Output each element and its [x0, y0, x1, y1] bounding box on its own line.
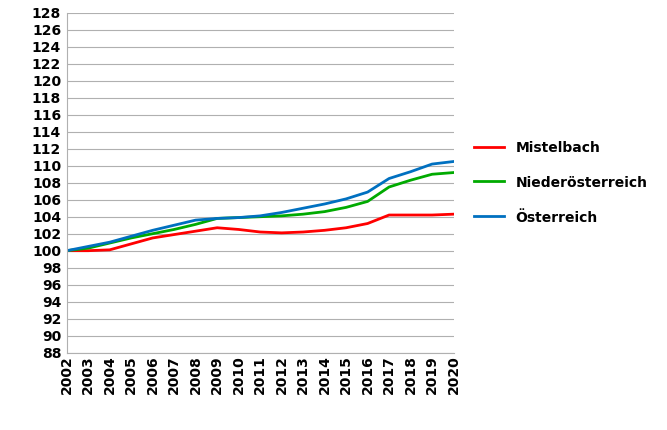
Line: Österreich: Österreich — [67, 162, 454, 251]
Mistelbach — [170, 232, 178, 237]
Mistelbach — [235, 227, 243, 232]
Österreich — [191, 218, 199, 223]
Niederösterreich — [170, 227, 178, 232]
Niederösterreich — [299, 212, 307, 217]
Mistelbach — [256, 230, 264, 235]
Niederösterreich — [364, 199, 372, 204]
Niederösterreich — [63, 248, 71, 253]
Mistelbach — [63, 248, 71, 253]
Österreich — [256, 213, 264, 218]
Mistelbach — [127, 241, 135, 246]
Österreich — [170, 223, 178, 228]
Line: Niederösterreich: Niederösterreich — [67, 172, 454, 251]
Mistelbach — [213, 225, 221, 230]
Niederösterreich — [235, 215, 243, 220]
Österreich — [149, 228, 157, 233]
Österreich — [213, 216, 221, 221]
Österreich — [364, 190, 372, 195]
Niederösterreich — [213, 216, 221, 221]
Niederösterreich — [191, 222, 199, 227]
Niederösterreich — [385, 184, 393, 190]
Mistelbach — [385, 212, 393, 218]
Österreich — [127, 233, 135, 239]
Mistelbach — [277, 230, 285, 236]
Österreich — [342, 197, 350, 202]
Niederösterreich — [127, 235, 135, 240]
Mistelbach — [407, 212, 415, 218]
Niederösterreich — [105, 240, 113, 246]
Mistelbach — [321, 228, 329, 233]
Mistelbach — [299, 230, 307, 235]
Niederösterreich — [450, 170, 458, 175]
Niederösterreich — [342, 205, 350, 210]
Niederösterreich — [149, 231, 157, 236]
Niederösterreich — [277, 213, 285, 218]
Mistelbach — [84, 248, 92, 253]
Österreich — [428, 162, 436, 167]
Österreich — [84, 244, 92, 249]
Österreich — [450, 159, 458, 164]
Legend: Mistelbach, Niederösterreich, Österreich: Mistelbach, Niederösterreich, Österreich — [468, 135, 653, 230]
Österreich — [63, 248, 71, 253]
Niederösterreich — [321, 209, 329, 214]
Mistelbach — [149, 235, 157, 240]
Österreich — [277, 210, 285, 215]
Niederösterreich — [84, 246, 92, 251]
Mistelbach — [428, 212, 436, 218]
Niederösterreich — [256, 214, 264, 219]
Österreich — [299, 206, 307, 211]
Niederösterreich — [428, 172, 436, 177]
Line: Mistelbach: Mistelbach — [67, 214, 454, 251]
Österreich — [105, 240, 113, 245]
Österreich — [321, 201, 329, 206]
Österreich — [235, 215, 243, 220]
Mistelbach — [450, 212, 458, 217]
Mistelbach — [342, 225, 350, 230]
Mistelbach — [364, 221, 372, 226]
Mistelbach — [105, 247, 113, 252]
Mistelbach — [191, 229, 199, 234]
Niederösterreich — [407, 178, 415, 183]
Österreich — [407, 169, 415, 174]
Österreich — [385, 176, 393, 181]
